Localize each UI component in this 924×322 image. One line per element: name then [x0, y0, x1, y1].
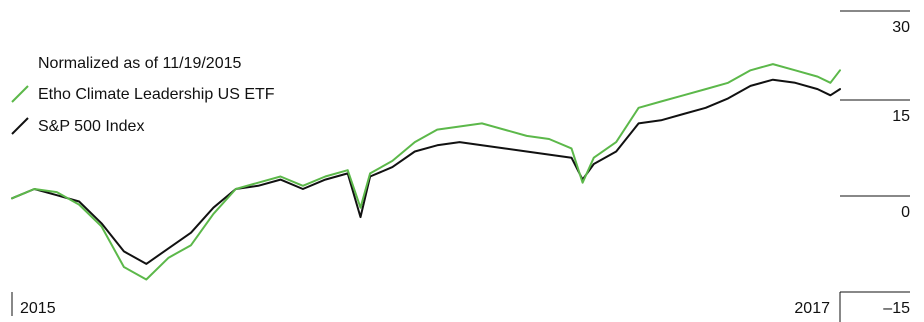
ytick-label-30: 30: [892, 19, 910, 36]
series-line-etho: [11, 63, 841, 281]
legend-swatch-sp500: [11, 117, 29, 135]
legend-swatch-etho: [11, 85, 29, 103]
legend-label-etho: Etho Climate Leadership US ETF: [38, 86, 275, 103]
series-layer: [11, 63, 841, 281]
ytick-label-0: 0: [901, 204, 910, 221]
ytick-label-15: 15: [892, 108, 910, 125]
xtick-label-2015: 2015: [20, 300, 56, 317]
xtick-label-2017: 2017: [794, 300, 830, 317]
ytick-label-minus15: –15: [883, 300, 910, 317]
chart-note: Normalized as of 11/19/2015: [38, 55, 241, 72]
legend: Normalized as of 11/19/2015 Etho Climate…: [11, 55, 275, 135]
legend-label-sp500: S&P 500 Index: [38, 118, 144, 135]
series-line-sp500: [11, 78, 841, 265]
